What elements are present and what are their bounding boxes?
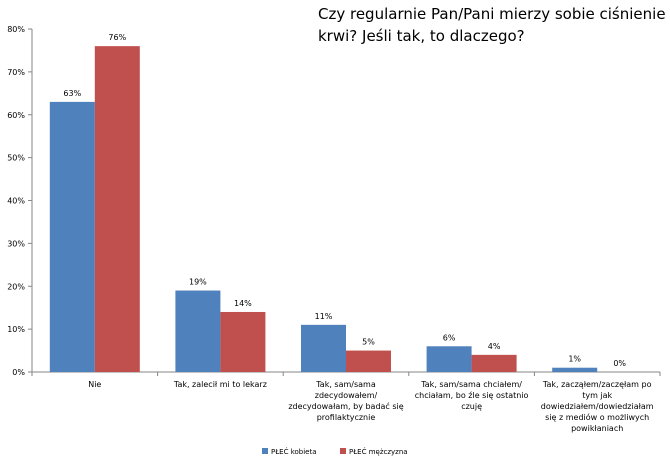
y-tick-label: 70% <box>7 68 25 77</box>
y-tick-label: 80% <box>7 25 25 34</box>
bar-kobieta <box>552 367 598 372</box>
x-category-label: Tak, zacząłem/zaczęłam po <box>542 380 652 389</box>
bar-kobieta <box>175 290 221 372</box>
bar-value-label: 19% <box>189 278 207 287</box>
bar-kobieta <box>49 101 95 372</box>
bar-value-label: 63% <box>63 89 81 98</box>
x-category-label: dowiedziałem/dowiedziałam <box>541 402 654 411</box>
x-category-label: Tak, zalecił mi to lekarz <box>173 380 267 389</box>
x-category-label: tym jak <box>582 391 612 400</box>
x-category-label: zdecydowałem/ <box>315 391 378 400</box>
y-tick-label: 0% <box>12 368 25 377</box>
bar-value-label: 76% <box>108 33 126 42</box>
bar-mezczyzna <box>471 354 517 372</box>
bar-value-label: 0% <box>613 359 626 368</box>
x-category-label: zdecydowałam, by badać się <box>288 401 403 411</box>
bar-value-label: 5% <box>362 338 375 347</box>
bar-mezczyzna <box>220 311 266 372</box>
bar-kobieta <box>301 324 346 372</box>
bar-value-label: 14% <box>234 299 252 308</box>
x-category-label: czuję <box>461 402 482 411</box>
x-category-label: Tak, sam/sama <box>315 380 376 389</box>
y-tick-label: 60% <box>7 111 25 120</box>
x-category-label: profilaktycznie <box>317 413 376 422</box>
bar-kobieta <box>426 346 472 372</box>
legend-swatch <box>340 448 346 454</box>
y-tick-label: 50% <box>7 154 25 163</box>
x-category-label: Nie <box>88 380 101 389</box>
chart-title-line: krwi? Jeśli tak, to dlaczego? <box>318 27 525 45</box>
x-category-label: Tak, sam/sama chciałem/ <box>420 380 522 389</box>
x-category-label: chciałam, bo źle się ostatnio <box>415 391 529 400</box>
bar-value-label: 1% <box>568 355 581 364</box>
y-tick-label: 40% <box>7 197 25 206</box>
y-tick-label: 20% <box>7 282 25 291</box>
y-tick-label: 10% <box>7 325 25 334</box>
bar-mezczyzna <box>346 350 391 372</box>
bar-value-label: 11% <box>315 312 333 321</box>
legend-label: PŁEĆ mężczyzna <box>349 447 408 456</box>
x-category-label: się z mediów o możliwych <box>545 412 649 422</box>
chart-title-line: Czy regularnie Pan/Pani mierzy sobie ciś… <box>318 5 666 23</box>
y-tick-label: 30% <box>7 239 25 248</box>
bar-value-label: 6% <box>443 333 456 342</box>
legend-label: PŁEĆ kobieta <box>271 447 317 456</box>
legend-swatch <box>262 448 268 454</box>
bar-mezczyzna <box>94 46 140 373</box>
bar-value-label: 4% <box>488 342 501 351</box>
x-category-label: powikłaniach <box>571 424 623 433</box>
